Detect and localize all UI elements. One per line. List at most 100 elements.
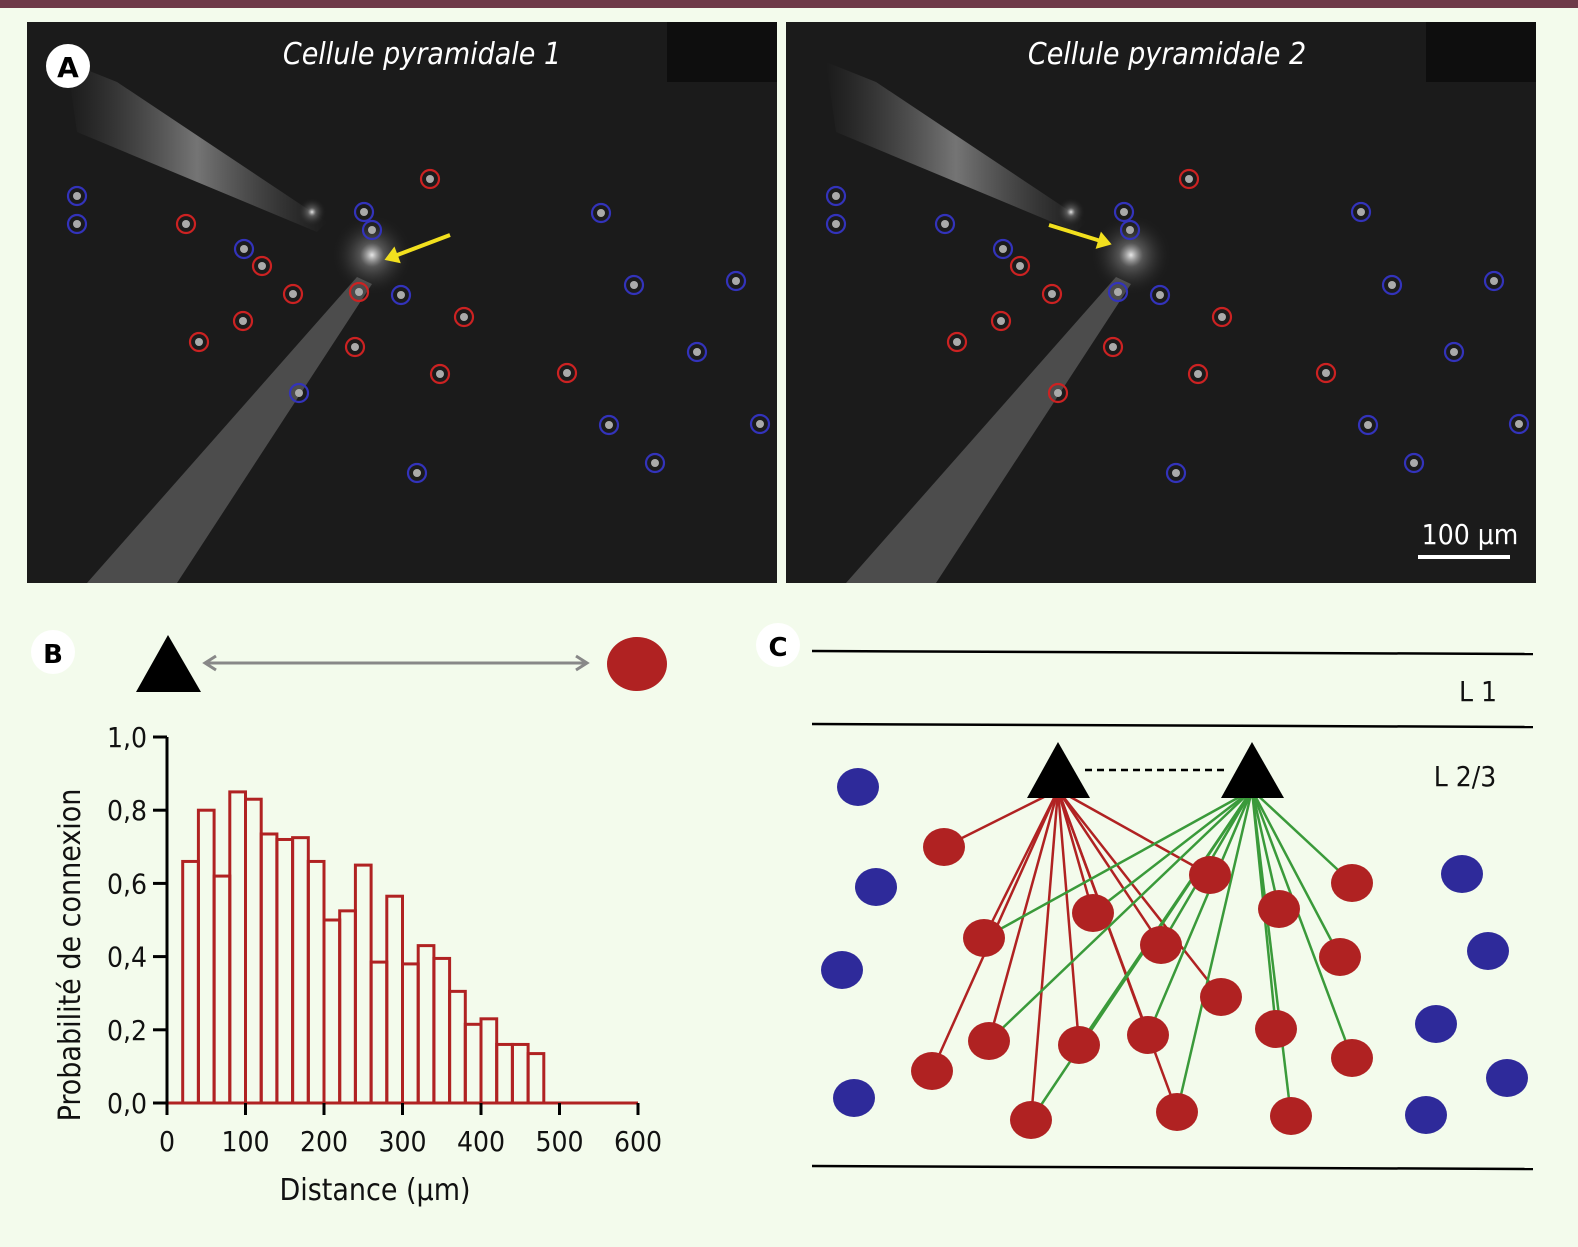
unconnected-interneuron <box>821 951 863 989</box>
unconnected-cell-marker <box>644 452 666 474</box>
top-border <box>0 0 1578 8</box>
patched-cell <box>1091 215 1171 295</box>
connected-interneuron <box>1270 1097 1312 1135</box>
unconnected-interneuron <box>833 1079 875 1117</box>
layer-boundary-line <box>811 722 1534 729</box>
connected-cell-marker <box>344 336 366 358</box>
cell-body <box>1515 420 1523 428</box>
connected-interneuron <box>911 1052 953 1090</box>
pyramidal-triangle-icon <box>136 635 201 692</box>
connection-line-cell-2 <box>1251 789 1353 884</box>
cell-body <box>732 277 740 285</box>
panel-c-label: C <box>768 633 787 663</box>
image2-title: Cellule pyramidale 2 <box>1028 37 1306 72</box>
patched-cell <box>332 215 412 295</box>
y-tick-label: 0,2 <box>107 1014 147 1047</box>
y-tick-label: 0,4 <box>107 941 147 974</box>
connection-line-cell-1 <box>1056 789 1179 1113</box>
histogram-bar <box>196 808 216 1105</box>
connection-line-cell-1 <box>1029 789 1060 1121</box>
unconnected-cell-marker <box>1403 452 1425 474</box>
connection-line-cell-2 <box>1250 789 1281 910</box>
connected-cell-marker <box>1009 255 1031 277</box>
cell-body <box>1410 459 1418 467</box>
unconnected-cell-marker <box>992 238 1014 260</box>
pipette-tip <box>298 198 326 226</box>
unconnected-cell-marker <box>1107 281 1129 303</box>
cell-body <box>1048 290 1056 298</box>
cell-body <box>436 370 444 378</box>
cell-body <box>240 245 248 253</box>
unconnected-cell-marker <box>1149 284 1171 306</box>
connected-cell-marker <box>282 283 304 305</box>
panel-a-badge <box>46 44 90 88</box>
histogram-bar <box>369 960 389 1105</box>
cell-body <box>1364 421 1372 429</box>
histogram-bar <box>353 863 373 1105</box>
x-tick-label: 300 <box>378 1125 426 1158</box>
connection-line-cell-1 <box>1056 789 1081 1046</box>
cell-body <box>563 369 571 377</box>
connected-cell-marker <box>1187 363 1209 385</box>
connected-cell-marker <box>990 310 1012 332</box>
histogram-bar <box>401 962 420 1105</box>
pipette-1 <box>826 62 1086 232</box>
connected-cell-marker <box>429 363 451 385</box>
unconnected-cell-marker <box>598 414 620 436</box>
panel-b-badge <box>31 630 75 674</box>
cell-body <box>1054 389 1062 397</box>
cell-body <box>1156 291 1164 299</box>
cell-body <box>756 420 764 428</box>
cell-body <box>1109 343 1117 351</box>
pipette-1 <box>67 62 327 232</box>
cell-body <box>73 220 81 228</box>
cell-body <box>360 208 368 216</box>
unconnected-cell-marker <box>66 185 88 207</box>
unconnected-cell-marker <box>934 213 956 235</box>
y-axis-label: Probabilité de connexion <box>53 789 88 1122</box>
histogram-bar <box>212 874 232 1105</box>
histogram-bar <box>291 836 310 1105</box>
cell-body <box>1185 175 1193 183</box>
unconnected-cell-marker <box>590 202 612 224</box>
connected-interneuron <box>1189 856 1231 894</box>
cell-body <box>1322 369 1330 377</box>
histogram-bar <box>448 989 467 1105</box>
cell-body <box>182 220 190 228</box>
connected-interneuron <box>1331 864 1373 902</box>
cell-body <box>413 469 421 477</box>
y-tick-label: 0,0 <box>107 1087 147 1120</box>
cell-body <box>693 348 701 356</box>
histogram-bar <box>322 918 342 1105</box>
connected-cell-marker <box>175 213 197 235</box>
pia-line <box>811 649 1534 656</box>
unconnected-cell-marker <box>825 185 847 207</box>
unconnected-cell-marker <box>825 213 847 235</box>
histogram-bar <box>526 1052 546 1105</box>
scale-bar-label: 100 µm <box>1422 518 1519 551</box>
unconnected-interneuron <box>855 868 897 906</box>
cell-body <box>239 317 247 325</box>
histogram-bar <box>495 1042 514 1105</box>
unconnected-interneuron <box>1467 932 1509 970</box>
unconnected-cell-marker <box>1119 219 1141 241</box>
connected-cell-marker <box>453 306 475 328</box>
cell-body <box>605 421 613 429</box>
histogram-bar <box>275 837 295 1105</box>
connected-cell-marker <box>188 331 210 353</box>
unconnected-interneuron <box>1405 1096 1447 1134</box>
connection-line-cell-2 <box>1250 789 1342 958</box>
arrow-head <box>384 246 401 264</box>
scale-bar <box>1418 555 1510 559</box>
cell-body <box>289 290 297 298</box>
cell-body <box>426 175 434 183</box>
cell-body <box>997 317 1005 325</box>
connected-cell-marker <box>251 255 273 277</box>
connected-interneuron <box>1127 1016 1169 1054</box>
histogram-bar <box>228 790 248 1105</box>
cell-body <box>1016 262 1024 270</box>
connected-interneuron <box>1319 938 1361 976</box>
layer-23-label: L 2/3 <box>1434 760 1497 793</box>
connected-interneuron <box>1058 1026 1100 1064</box>
connected-cell-marker <box>1211 306 1233 328</box>
